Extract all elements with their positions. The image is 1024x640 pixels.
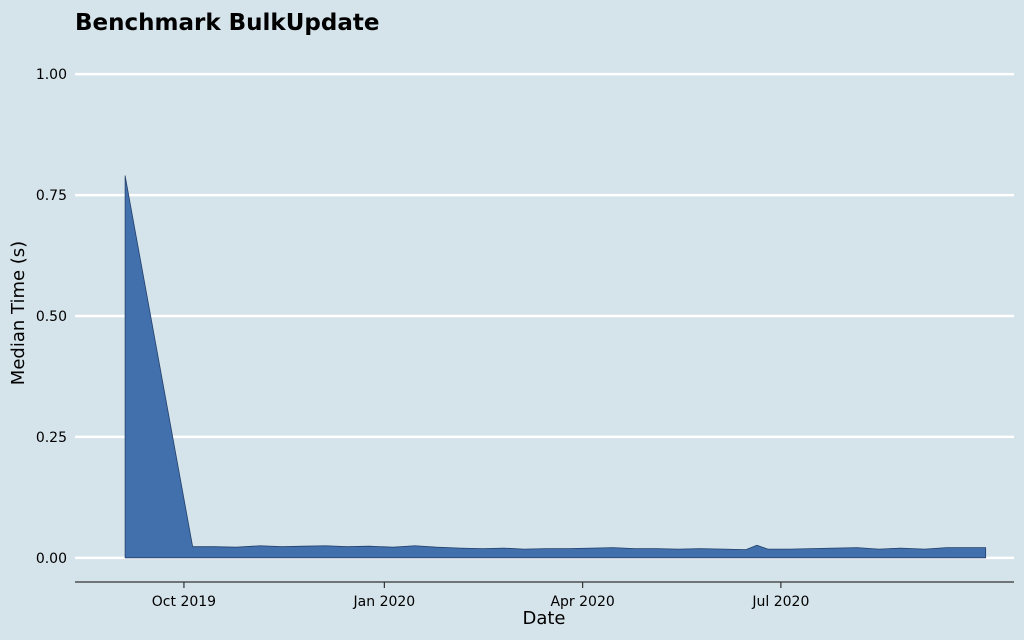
- series-area: [124, 175, 987, 559]
- chart-title: Benchmark BulkUpdate: [75, 10, 379, 36]
- y-tick-label: 0.75: [36, 188, 67, 204]
- x-axis-label: Date: [522, 608, 565, 629]
- x-tick-label: Jan 2020: [353, 594, 416, 610]
- x-tick-label: Apr 2020: [550, 594, 614, 610]
- y-tick-label: 0.50: [36, 309, 67, 325]
- data-area: [124, 175, 987, 559]
- gridlines: [75, 72, 1014, 560]
- x-tick-label: Oct 2019: [152, 594, 216, 610]
- y-axis-ticks: 0.00 0.25 0.50 0.75 1.00: [36, 67, 67, 567]
- x-tick-label: Jul 2020: [751, 594, 809, 610]
- y-axis-label: Median Time (s): [8, 241, 29, 385]
- y-tick-label: 1.00: [36, 67, 67, 83]
- x-axis-ticks: Oct 2019 Jan 2020 Apr 2020 Jul 2020: [152, 582, 809, 610]
- y-tick-label: 0.00: [36, 551, 67, 567]
- y-tick-label: 0.25: [36, 430, 67, 446]
